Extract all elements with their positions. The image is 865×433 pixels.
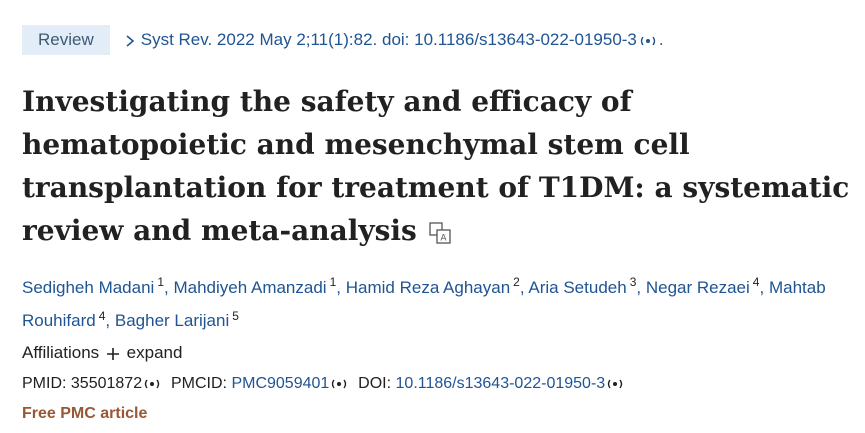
citation[interactable]: Syst Rev. 2022 May 2;11(1):82. doi: 10.1… xyxy=(124,25,664,55)
affiliation-number[interactable]: 1 xyxy=(329,275,337,289)
share-icon xyxy=(144,379,160,389)
doi-link[interactable]: 10.1186/s13643-022-01950-3 xyxy=(395,375,606,392)
publication-type[interactable]: Review xyxy=(22,25,110,55)
author-separator: , xyxy=(759,277,765,297)
affiliation-number[interactable]: 5 xyxy=(232,308,239,323)
chevron-icon xyxy=(126,34,135,47)
affiliation-number[interactable]: 1 xyxy=(157,275,165,289)
share-icon xyxy=(332,379,347,389)
author-name[interactable]: Bagher Larijani xyxy=(114,311,230,331)
author: Bagher Larijani 5 xyxy=(114,308,239,331)
author-name[interactable]: Sedigheh Madani xyxy=(22,277,155,297)
pmcid-link[interactable]: PMC9059401 xyxy=(231,375,330,392)
author-name[interactable]: Mahtab Rouhifard xyxy=(22,277,826,331)
citation-text[interactable]: Syst Rev. 2022 May 2;11(1):82. doi: 10.1… xyxy=(140,30,637,49)
author: Sedigheh Madani 1, xyxy=(22,275,169,297)
author-list: Sedigheh Madani 1, Mahdiyeh Amanzadi 1, Ha… xyxy=(22,268,852,335)
share-icon xyxy=(607,379,623,389)
pmid-label: PMID: xyxy=(22,375,67,392)
title-text: Investigating the safety and efficacy of… xyxy=(22,85,850,247)
free-article-label[interactable]: Free PMC article xyxy=(22,405,148,422)
affiliation-number[interactable]: 4 xyxy=(98,308,106,323)
translate-icon[interactable]: A xyxy=(427,220,453,246)
author-name[interactable]: Mahdiyeh Amanzadi xyxy=(173,277,327,297)
article-title: Investigating the safety and efficacy of… xyxy=(22,80,857,252)
author: Hamid Reza Aghayan 2, xyxy=(345,275,525,297)
author-separator: , xyxy=(519,277,525,297)
doi-label: DOI: xyxy=(358,375,392,392)
author: Aria Setudeh 3, xyxy=(528,275,642,297)
share-icon xyxy=(640,36,656,45)
affiliation-number[interactable]: 2 xyxy=(513,275,520,289)
affiliation-number[interactable]: 4 xyxy=(752,275,760,289)
svg-text:A: A xyxy=(440,233,447,243)
affiliations-label: Affiliations xyxy=(22,343,100,362)
author-name[interactable]: Hamid Reza Aghayan xyxy=(345,277,511,297)
author-name[interactable]: Negar Rezaei xyxy=(645,277,750,297)
author-separator: , xyxy=(105,311,111,331)
author: Mahtab Rouhifard 4, xyxy=(22,278,826,331)
author-separator: , xyxy=(336,277,341,297)
plus-icon xyxy=(106,347,119,360)
author-separator: , xyxy=(636,277,642,297)
author-name[interactable]: Aria Setudeh xyxy=(528,277,627,297)
author-separator: , xyxy=(164,277,169,297)
identifiers: PMID: 35501872 PMCID: PMC9059401 DOI: 10… xyxy=(22,371,625,397)
author: Mahdiyeh Amanzadi 1, xyxy=(173,275,341,297)
citation-end: . xyxy=(658,30,664,49)
pmid: 35501872 xyxy=(70,375,143,392)
expand-button[interactable]: expand xyxy=(126,343,183,362)
affiliation-number[interactable]: 3 xyxy=(629,275,637,289)
pmcid-label: PMCID: xyxy=(170,375,227,392)
author: Negar Rezaei 4, xyxy=(645,275,765,297)
affiliations[interactable]: Affiliations expand xyxy=(22,340,182,366)
